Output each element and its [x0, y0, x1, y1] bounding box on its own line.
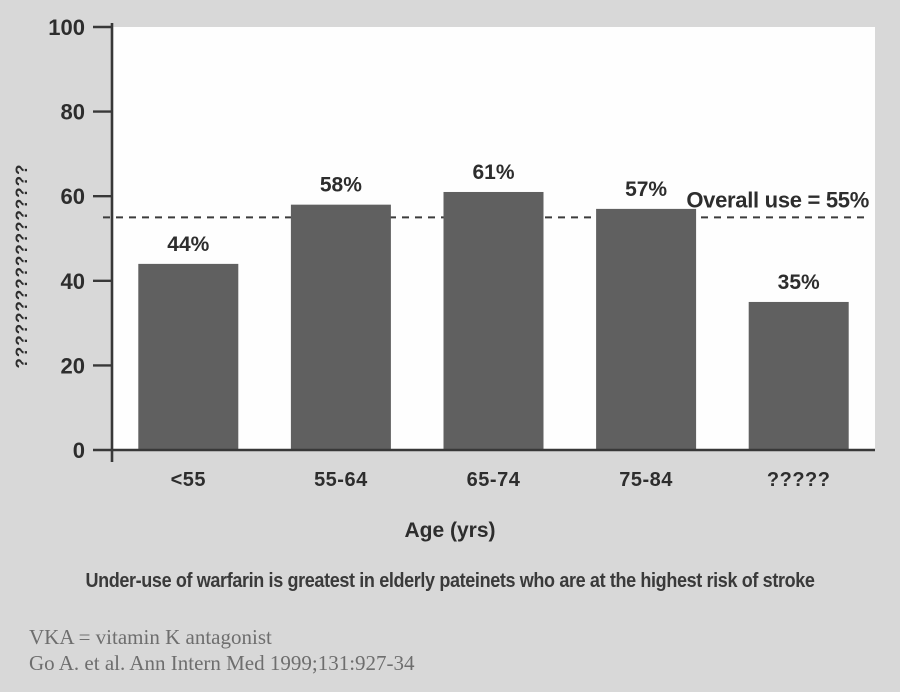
y-axis-title: ??????????????????: [12, 164, 31, 369]
y-tick-label: 20: [61, 353, 85, 378]
bar-value-label: 44%: [167, 233, 209, 256]
bar-value-label: 58%: [320, 174, 362, 197]
x-tick-label: 65-74: [467, 469, 521, 491]
chart-caption: Under-use of warfarin is greatest in eld…: [85, 570, 815, 592]
x-axis-title: Age (yrs): [404, 519, 495, 542]
bar-?????: [748, 301, 849, 450]
x-tick-label: ?????: [767, 469, 831, 491]
bar-chart: 44% 58% 61% 57% 35% 0 20 40 60 80 100 <55 55-64 65-74…: [12, 15, 875, 542]
bar-value-label: 35%: [778, 271, 820, 294]
bar-65-74: [443, 191, 544, 450]
x-tick-label: 55-64: [314, 469, 368, 491]
bar-75-84: [596, 208, 697, 450]
y-tick-label: 80: [61, 100, 85, 125]
footnote-citation: Go A. et al. Ann Intern Med 1999;131:927…: [29, 651, 415, 675]
overall-use-label: Overall use = 55%: [686, 187, 869, 212]
bar-55-64: [290, 204, 391, 450]
y-tick-label: 0: [73, 438, 85, 463]
y-tick-label: 100: [48, 15, 85, 40]
x-tick-label: <55: [171, 469, 206, 491]
y-tick-label: 60: [61, 184, 85, 209]
bar-value-label: 61%: [472, 161, 514, 184]
y-tick-label: 40: [61, 269, 85, 294]
bar-value-label: 57%: [625, 178, 667, 201]
x-tick-label: 75-84: [619, 469, 673, 491]
footnote-abbreviation: VKA = vitamin K antagonist: [29, 625, 272, 649]
bar-<55: [138, 263, 239, 450]
footnotes: VKA = vitamin K antagonist Go A. et al. …: [29, 624, 415, 676]
